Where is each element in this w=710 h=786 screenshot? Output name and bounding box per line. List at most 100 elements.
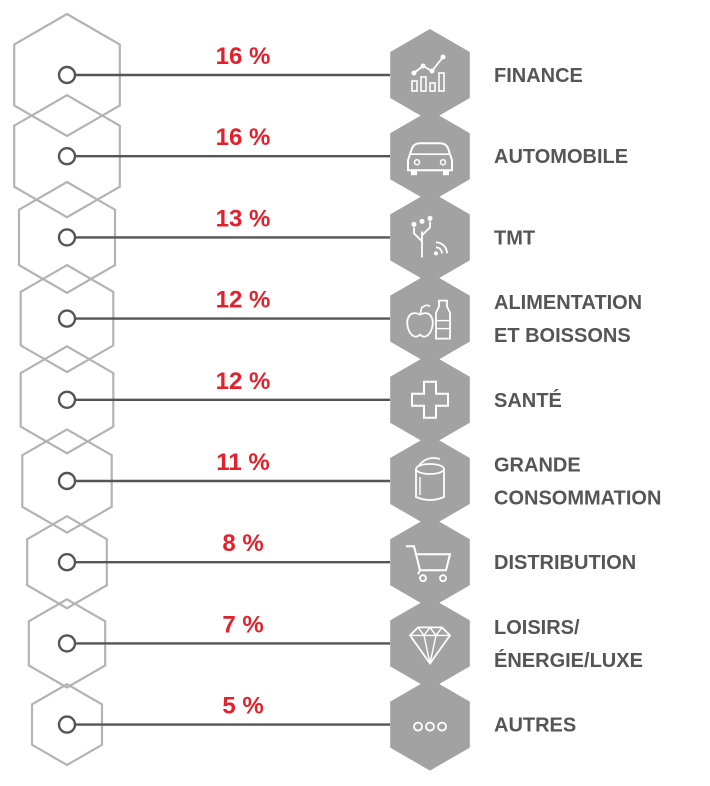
icon-hexagon [390, 597, 470, 690]
value-label: 5 % [222, 693, 263, 720]
cart-frame [417, 569, 421, 575]
car-wheel [411, 170, 417, 176]
icon-hexagon [390, 353, 470, 446]
value-label: 12 % [216, 287, 271, 314]
can-lid [417, 457, 441, 468]
diamond-outline [408, 626, 452, 665]
trend-dot [420, 63, 426, 69]
can-icon [415, 457, 445, 501]
icon-hexagon [390, 191, 470, 284]
icon-hexagon [390, 678, 470, 771]
value-node [57, 228, 77, 247]
can-body [415, 469, 445, 501]
icon-hexagon [390, 435, 470, 527]
category-label: AUTOMOBILE [494, 146, 628, 168]
value-label: 8 % [222, 530, 263, 557]
trend-dot [411, 70, 417, 76]
tree-branches [413, 221, 431, 258]
bar-shape [438, 72, 445, 92]
wifi-arcs [435, 241, 448, 254]
category-label: ALIMENTATION [494, 292, 642, 314]
diamond-icon [408, 626, 452, 665]
value-node [57, 715, 77, 734]
value-node [57, 553, 77, 572]
value-label: 16 % [216, 43, 271, 70]
outline-hexagon [17, 180, 117, 295]
chart-row: 16 % FINANCE [57, 43, 583, 92]
category-label: LOISIRS/ [494, 617, 580, 639]
dot-shape [437, 721, 447, 732]
tree-node [419, 218, 425, 224]
chart-rows: 16 % FINANCE 16 % AUTOMOBILE 13 % TMT 12 % ALIM… [57, 43, 661, 737]
cart-icon [406, 545, 452, 583]
bar-shape [429, 82, 436, 92]
icon-hexagon [390, 272, 470, 365]
dot-shape [413, 721, 423, 732]
bottle-shape [435, 299, 451, 340]
chart-row: 7 % LOISIRS/ÉNERGIE/LUXE [57, 611, 643, 672]
car-light [439, 158, 447, 166]
chart-row: 12 % ALIMENTATION ET BOISSONS [57, 287, 642, 347]
bar-shape [420, 76, 427, 92]
cart-wheel [439, 574, 447, 583]
category-label: SANTÉ [494, 389, 562, 412]
value-node [57, 471, 77, 491]
outline-hexagons [13, 12, 121, 767]
cross-shape [411, 380, 449, 419]
value-label: 7 % [222, 611, 263, 638]
tree-node [411, 221, 417, 227]
dot-shape [425, 721, 435, 732]
outline-hexagon [27, 598, 107, 689]
apple-shape [406, 312, 434, 338]
category-label: ET BOISSONS [494, 325, 631, 347]
car-wheel [443, 170, 449, 176]
category-label: GRANDE [494, 455, 581, 477]
category-label: TMT [494, 227, 535, 249]
dots-icon [413, 721, 447, 732]
value-node [57, 390, 77, 409]
chart-row: 5 % AUTRES [57, 693, 576, 737]
category-label: FINANCE [494, 65, 583, 87]
car-icon [407, 142, 453, 176]
value-node [57, 309, 77, 328]
trend-dot [429, 68, 435, 74]
chart-icon [411, 54, 446, 92]
apple-bottle-icon [406, 299, 451, 340]
value-label: 11 % [216, 449, 269, 476]
outline-hexagon [19, 345, 115, 455]
outline-hexagon [30, 682, 104, 767]
value-node [57, 65, 77, 85]
medical-cross-icon [411, 380, 449, 419]
icon-hexagons [390, 29, 470, 771]
wifi-dot [434, 251, 438, 256]
outline-hexagon [26, 514, 108, 610]
outline-hexagon [21, 428, 113, 534]
bar-shape [411, 80, 418, 92]
category-label: ÉNERGIE/LUXE [494, 649, 643, 672]
car-body [407, 142, 453, 172]
chart-row: 12 % SANTÉ [57, 368, 562, 419]
apple-stem [419, 304, 431, 315]
value-label: 12 % [216, 368, 271, 395]
chart-row: 16 % AUTOMOBILE [57, 124, 628, 176]
trend-line [413, 56, 444, 74]
outline-hexagon [19, 263, 115, 374]
chart-row: 8 % DISTRIBUTION [57, 530, 636, 583]
chart-row: 13 % TMT [57, 205, 535, 258]
value-label: 13 % [216, 205, 271, 232]
category-label: AUTRES [494, 715, 576, 737]
trend-dot [440, 54, 446, 60]
cart-basket [406, 545, 452, 572]
car-light [413, 158, 421, 166]
cart-wheel [419, 574, 427, 583]
outline-hexagon [13, 93, 121, 219]
icon-hexagon [390, 516, 470, 609]
value-label: 16 % [216, 124, 271, 151]
outline-hexagon [13, 12, 121, 138]
icon-hexagon [390, 29, 470, 121]
tree-node [427, 215, 433, 221]
value-node [57, 146, 77, 166]
icon-hexagon [390, 110, 470, 203]
category-label: CONSOMMATION [494, 488, 661, 510]
